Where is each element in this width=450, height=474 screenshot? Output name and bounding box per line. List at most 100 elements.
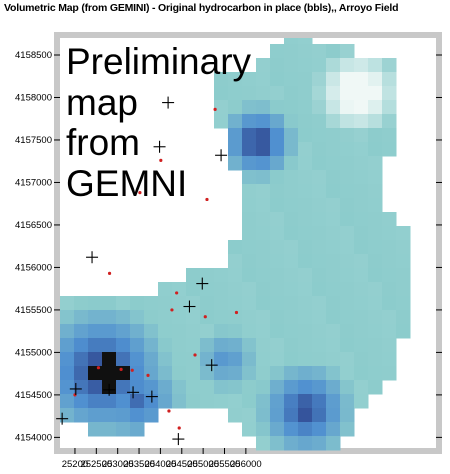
heatmap-cell [228, 352, 243, 367]
heatmap-cell [130, 310, 145, 325]
heatmap-cell [242, 86, 257, 101]
heatmap-cell [382, 72, 397, 87]
heatmap-cell [88, 310, 103, 325]
heatmap-cell [144, 408, 159, 423]
y-tick-label: 4154000 [15, 432, 52, 443]
heatmap-cell [270, 240, 285, 255]
heatmap-cell [298, 170, 313, 185]
well-marker [183, 300, 196, 313]
heatmap-cell [312, 212, 327, 227]
heatmap-cell [354, 352, 369, 367]
heatmap-cell [340, 226, 355, 241]
heatmap-cell [368, 240, 383, 255]
heatmap-cell [270, 72, 285, 87]
heatmap-cell [102, 324, 117, 339]
heatmap-cell [354, 282, 369, 297]
heatmap-cell [158, 282, 173, 297]
heatmap-cell [368, 338, 383, 353]
heatmap-cell [368, 142, 383, 157]
heatmap-cell [130, 366, 145, 381]
heatmap-cell [172, 380, 187, 395]
heatmap-cell [284, 100, 299, 115]
well-marker [205, 359, 218, 372]
x-tick-label: 253500 [123, 459, 155, 470]
heatmap-cell [144, 324, 159, 339]
heatmap-cell [130, 408, 145, 423]
heatmap-cell [284, 408, 299, 423]
heatmap-cell [340, 366, 355, 381]
heatmap-cell [116, 324, 131, 339]
heatmap-cell [158, 310, 173, 325]
heatmap-cell [116, 380, 131, 395]
heatmap-cell [354, 324, 369, 339]
heatmap-cell [256, 268, 271, 283]
heatmap-cell [340, 296, 355, 311]
heatmap-cell [284, 156, 299, 171]
heatmap-cell [242, 394, 257, 409]
heatmap-cell [270, 268, 285, 283]
heatmap-cell [270, 184, 285, 199]
heatmap-cell [186, 310, 201, 325]
well-marker [103, 383, 116, 396]
heatmap-cell [256, 142, 271, 157]
heatmap-cell [270, 170, 285, 185]
heatmap-cell [340, 44, 355, 59]
heatmap-cell [326, 170, 341, 185]
red-point [159, 158, 163, 162]
heatmap-cell [256, 226, 271, 241]
heatmap-cell [354, 296, 369, 311]
heatmap-cell [130, 352, 145, 367]
heatmap-cell [284, 422, 299, 437]
heatmap-cell [242, 408, 257, 423]
heatmap-cell [130, 324, 145, 339]
heatmap-cell [256, 156, 271, 171]
heatmap-cell [326, 352, 341, 367]
heatmap-cell [382, 86, 397, 101]
heatmap-cell [312, 296, 327, 311]
heatmap-cell [270, 366, 285, 381]
well-marker [153, 140, 166, 153]
heatmap-cell [340, 142, 355, 157]
heatmap-cell [228, 114, 243, 129]
heatmap-cell [228, 142, 243, 157]
heatmap-cell [298, 422, 313, 437]
heatmap-cell [186, 296, 201, 311]
heatmap-cell [102, 408, 117, 423]
heatmap-cell [354, 114, 369, 129]
heatmap-cell [270, 44, 285, 59]
heatmap-cell [158, 324, 173, 339]
heatmap-cell [116, 296, 131, 311]
heatmap-cell [354, 240, 369, 255]
heatmap-cell [256, 212, 271, 227]
annotation-line-3: from [66, 122, 140, 163]
heatmap-cell [326, 408, 341, 423]
heatmap-cell [116, 310, 131, 325]
x-tick-label: 256000 [230, 459, 262, 470]
heatmap-cell [102, 366, 117, 381]
heatmap-cell [368, 100, 383, 115]
heatmap-cell [326, 226, 341, 241]
heatmap-cell [74, 380, 89, 395]
heatmap-cell [368, 296, 383, 311]
heatmap-cell [368, 282, 383, 297]
heatmap-cell [270, 380, 285, 395]
heatmap-cell [228, 380, 243, 395]
red-point [146, 373, 150, 377]
heatmap-cell [368, 324, 383, 339]
heatmap-cell [340, 114, 355, 129]
heatmap-cell [228, 156, 243, 171]
heatmap-cell [312, 436, 327, 451]
heatmap-cell [298, 408, 313, 423]
heatmap-cell [228, 100, 243, 115]
heatmap-cell [354, 338, 369, 353]
heatmap-cell [116, 352, 131, 367]
heatmap-cell [354, 254, 369, 269]
heatmap-cell [396, 282, 411, 297]
heatmap-cell [284, 44, 299, 59]
heatmap-cell [242, 114, 257, 129]
heatmap-cell [326, 268, 341, 283]
heatmap-cell [298, 226, 313, 241]
heatmap-cell [340, 352, 355, 367]
heatmap-cell [74, 366, 89, 381]
